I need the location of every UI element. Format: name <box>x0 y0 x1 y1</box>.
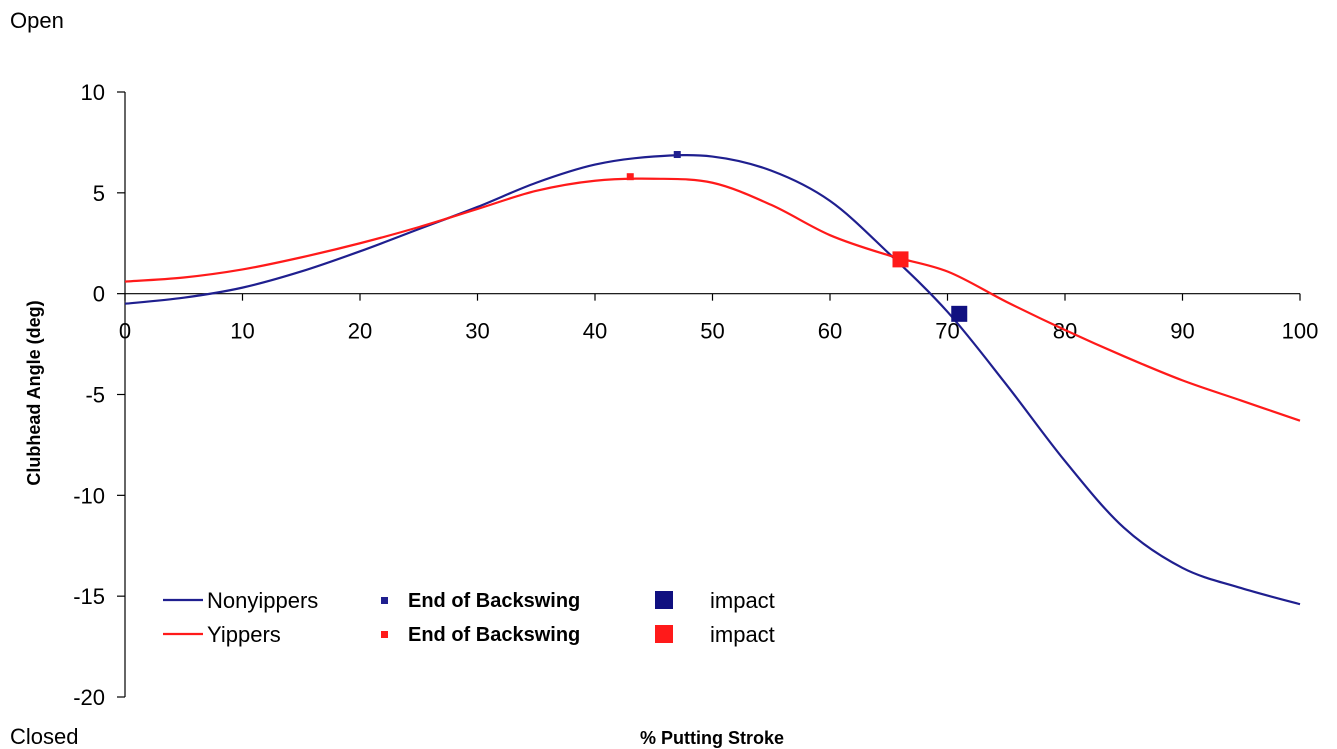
legend-backswing-swatch <box>381 597 388 604</box>
data-point <box>1005 383 1007 385</box>
data-point <box>124 303 126 305</box>
data-point <box>653 156 655 158</box>
data-point <box>418 226 420 228</box>
impact-marker-nonyippers <box>951 305 968 322</box>
data-point <box>594 164 596 166</box>
data-point <box>124 281 126 283</box>
backswing-marker-nonyippers <box>673 151 681 159</box>
backswing-marker-yippers <box>626 173 634 181</box>
x-axis-title: % Putting Stroke <box>640 728 784 748</box>
series-line-yippers <box>124 177 1301 422</box>
data-point <box>1240 587 1242 589</box>
data-point <box>1123 355 1125 357</box>
data-point <box>1240 400 1242 402</box>
data-point <box>242 268 244 270</box>
data-point <box>712 182 714 184</box>
data-point <box>1299 420 1301 422</box>
data-point <box>1005 301 1007 303</box>
data-point <box>183 297 185 299</box>
y-tick-label: -20 <box>73 685 105 710</box>
x-tick-label: 100 <box>1282 319 1319 344</box>
data-point <box>712 156 714 158</box>
data-point <box>1299 603 1301 605</box>
data-point <box>1064 460 1066 462</box>
data-point <box>770 204 772 206</box>
data-point <box>535 190 537 192</box>
y-tick-label: 5 <box>93 181 105 206</box>
y-axis-title: Clubhead Angle (deg) <box>24 300 44 485</box>
y-tick-label: -10 <box>73 483 105 508</box>
legend: Nonyippers End of Backswing impact Yippers E… <box>163 588 775 647</box>
legend-backswing-label: End of Backswing <box>408 624 580 646</box>
legend-series-label: Yippers <box>207 622 281 647</box>
data-point <box>359 250 361 252</box>
legend-impact-label: impact <box>710 588 775 613</box>
legend-impact-swatch <box>655 591 673 609</box>
series-line-nonyippers <box>124 154 1301 606</box>
data-point <box>947 270 949 272</box>
legend-backswing-label: End of Backswing <box>408 590 580 612</box>
x-tick-label: 40 <box>583 319 607 344</box>
data-point <box>535 182 537 184</box>
open-label: Open <box>10 8 64 33</box>
x-tick-label: 50 <box>700 319 724 344</box>
data-point <box>947 311 949 313</box>
data-point <box>477 208 479 210</box>
y-tick-label: -15 <box>73 584 105 609</box>
data-point <box>829 234 831 236</box>
data-point <box>653 178 655 180</box>
x-tick-label: 10 <box>230 319 254 344</box>
x-tick-label: 20 <box>348 319 372 344</box>
closed-label: Closed <box>10 724 78 749</box>
y-tick-label: -5 <box>85 383 105 408</box>
impact-marker-yippers <box>892 251 909 268</box>
data-point <box>1064 329 1066 331</box>
y-tick-label: 10 <box>81 80 105 105</box>
x-tick-label: 60 <box>818 319 842 344</box>
data-point <box>1182 379 1184 381</box>
x-tick-label: 30 <box>465 319 489 344</box>
data-point <box>300 256 302 258</box>
data-point <box>1123 527 1125 529</box>
data-point <box>242 287 244 289</box>
data-point <box>594 180 596 182</box>
y-tick-label: 0 <box>93 282 105 307</box>
data-point <box>359 242 361 244</box>
legend-backswing-swatch <box>381 631 388 638</box>
x-tick-label: 0 <box>119 319 131 344</box>
data-point <box>770 170 772 172</box>
x-tick-label: 90 <box>1170 319 1194 344</box>
data-point <box>829 200 831 202</box>
event-markers <box>626 151 968 322</box>
data-point <box>1182 567 1184 569</box>
data-point <box>300 270 302 272</box>
data-point <box>888 254 890 256</box>
series-lines <box>124 154 1301 606</box>
legend-impact-label: impact <box>710 622 775 647</box>
data-point <box>183 277 185 279</box>
legend-impact-swatch <box>655 625 673 643</box>
legend-series-label: Nonyippers <box>207 588 318 613</box>
